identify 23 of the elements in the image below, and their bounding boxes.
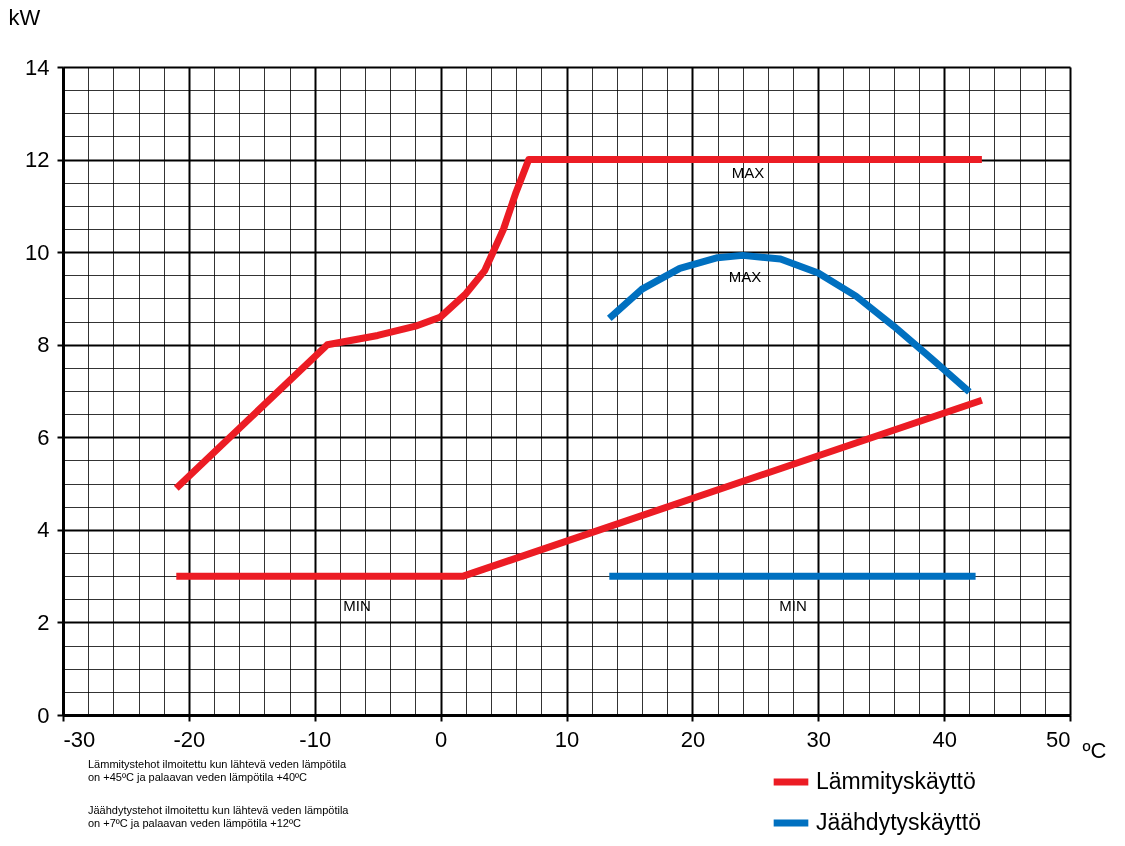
y-axis-title: kW [8, 4, 41, 30]
y-tick-label: 6 [37, 424, 50, 450]
y-tick-label: 14 [25, 54, 50, 80]
x-tick-label: -10 [299, 726, 332, 752]
x-tick-label: -20 [173, 726, 206, 752]
x-tick-label: 0 [435, 726, 448, 752]
x-tick-label: 30 [806, 726, 831, 752]
x-tick-label: 40 [932, 726, 957, 752]
y-tick-label: 4 [37, 517, 50, 543]
x-tick-label: 50 [1046, 726, 1071, 752]
legend-label: Lämmityskäyttö [816, 768, 976, 794]
y-tick-label: 2 [37, 609, 50, 635]
x-tick-label: 10 [554, 726, 580, 752]
y-tick-label: 12 [25, 147, 50, 173]
x-tick-label: 20 [680, 726, 706, 752]
text: Lämmitystehot ilmoitettu kun lähtevä veden lämpötila on +45ºC ja palaavan veden lämpötila +40ºC [88, 758, 347, 783]
y-tick-label: 10 [25, 239, 50, 265]
y-tick-label: 8 [37, 332, 50, 358]
y-tick-label: 0 [37, 702, 50, 728]
legend-label: Jäähdytyskäyttö [816, 809, 981, 835]
x-tick-label: -30 [63, 726, 96, 752]
text: Jäähdytystehot ilmoitettu kun lähtevä veden lämpötila on +7ºC ja palaavan veden lämpötila +12ºC [88, 804, 350, 829]
x-axis-title: ºC [1082, 737, 1107, 763]
